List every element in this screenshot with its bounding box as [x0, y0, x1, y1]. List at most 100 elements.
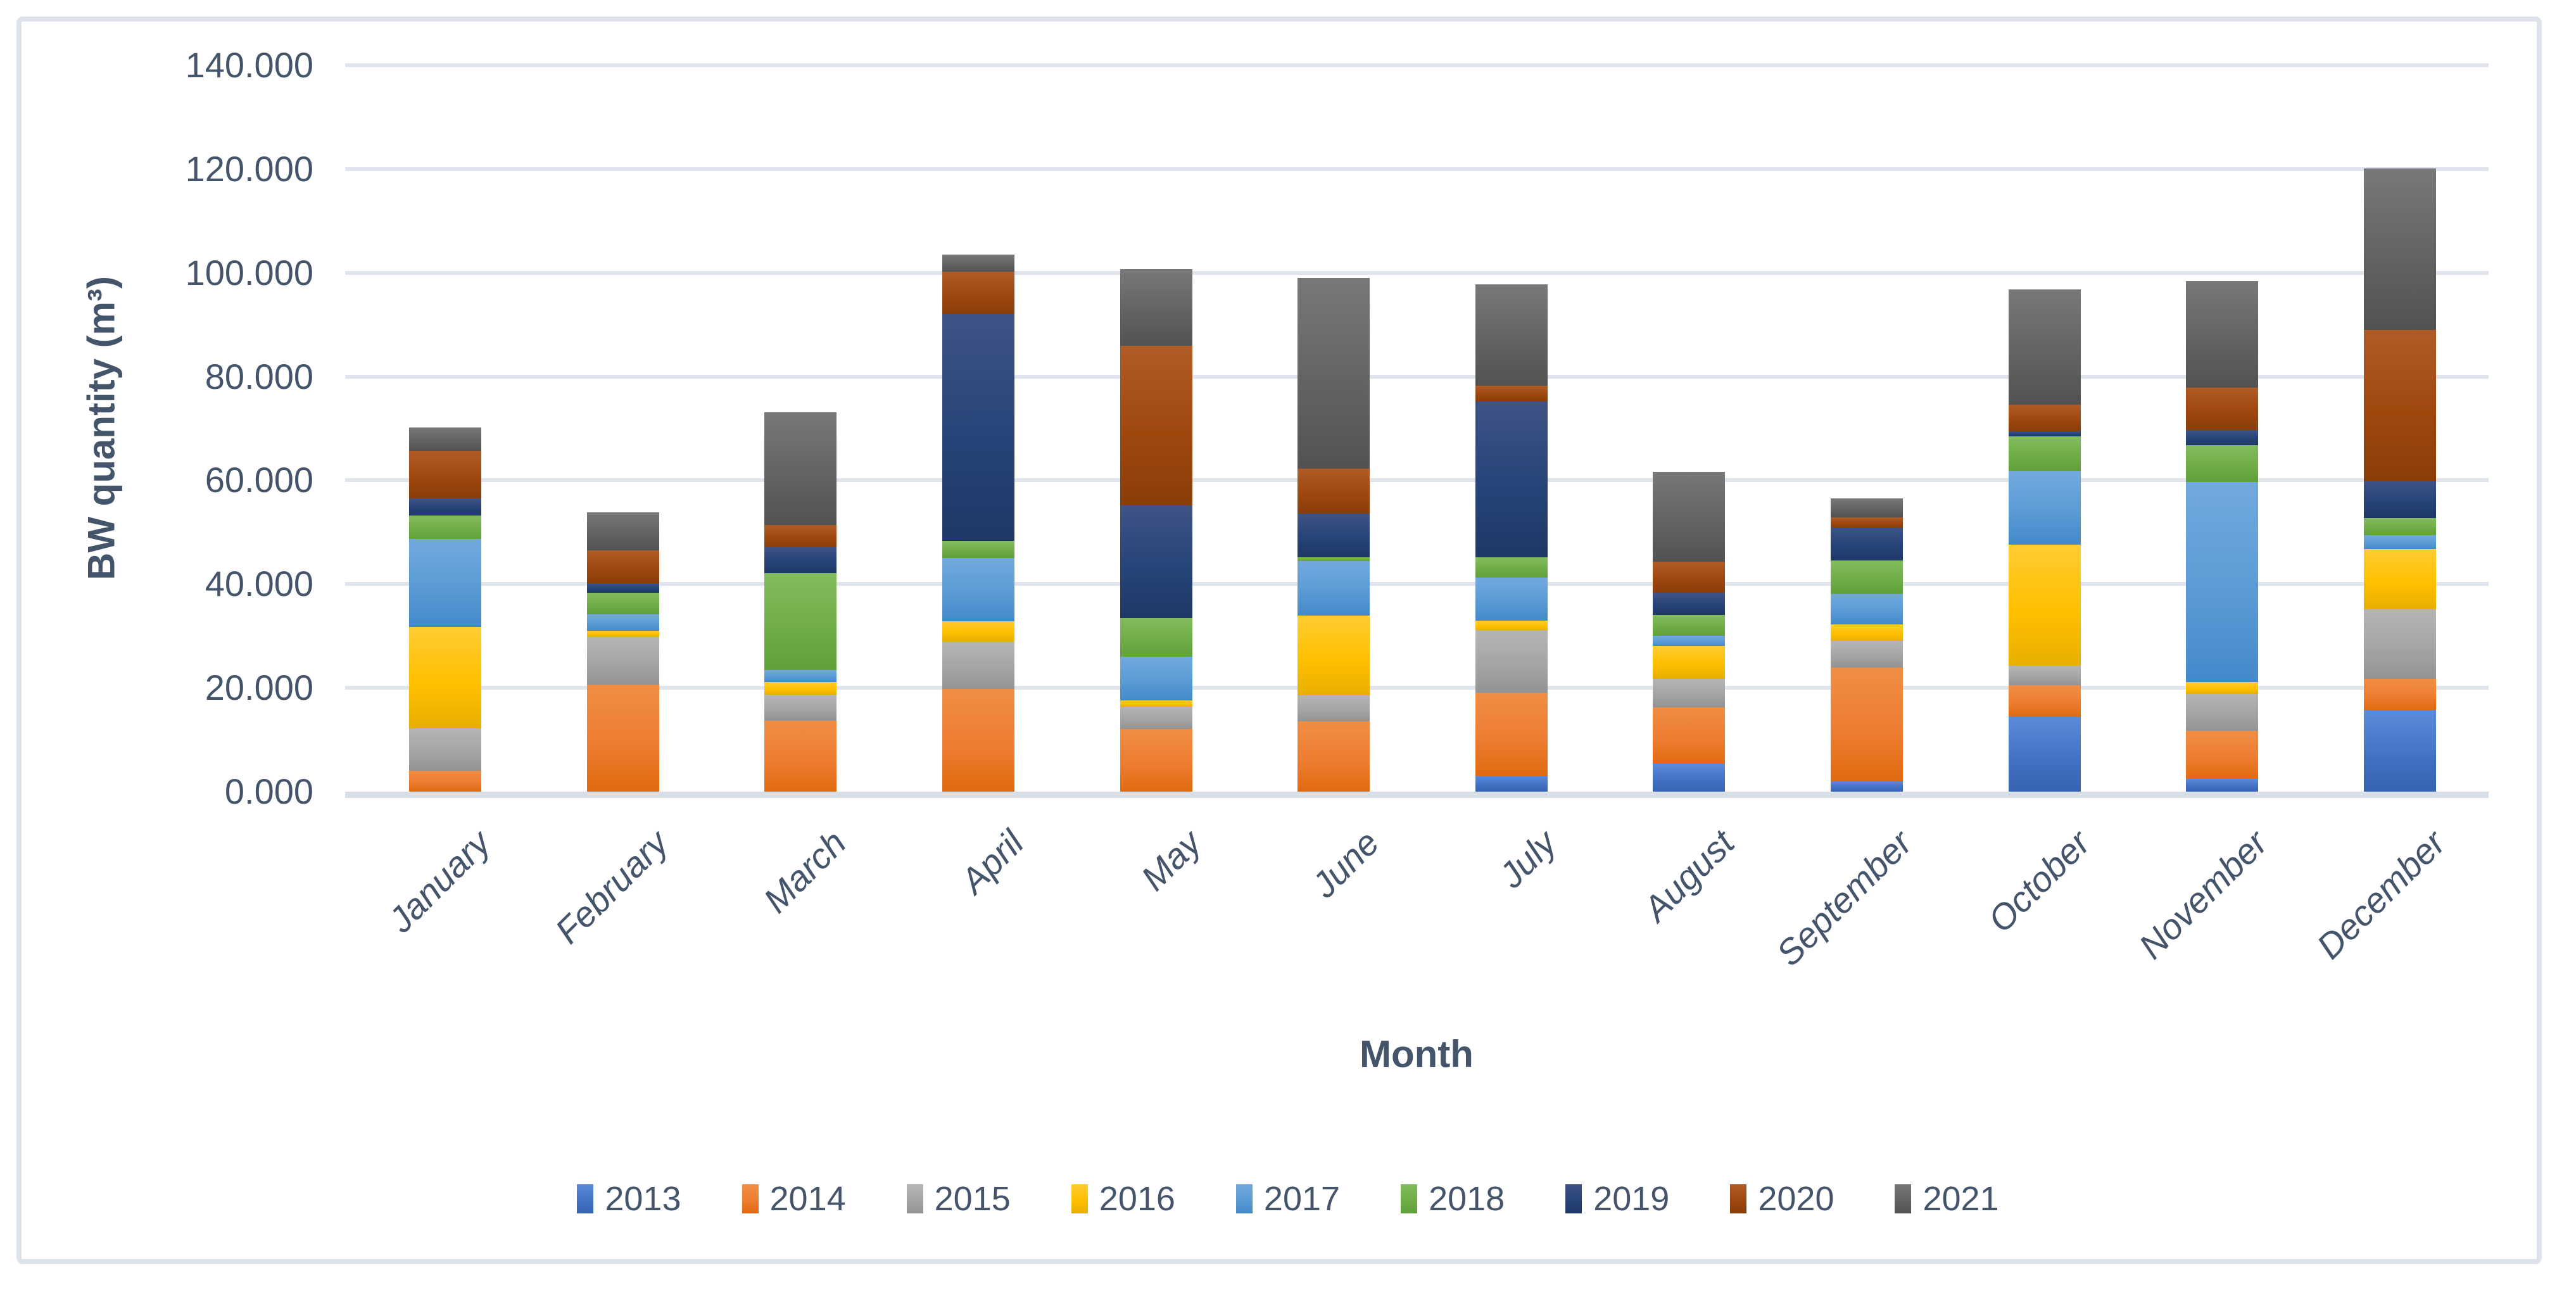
- y-axis-tick-label: 120.000: [185, 148, 313, 189]
- bar-segment-2013: [1475, 775, 1548, 792]
- bar-segment-2018: [1297, 557, 1370, 562]
- bar-segment-2019: [586, 583, 659, 593]
- bar-stack-april: [942, 255, 1014, 792]
- bar-segment-2020: [1831, 517, 1904, 528]
- bar-segment-2018: [1653, 614, 1726, 636]
- bar-segment-2019: [2186, 430, 2259, 445]
- bar-segment-2015: [2008, 665, 2081, 686]
- y-axis-tick-label: 0.000: [224, 771, 313, 811]
- y-axis-title: BW quantity (m³): [80, 276, 123, 580]
- bar-segment-2019: [1653, 593, 1726, 615]
- bar-segment-2018: [2186, 445, 2259, 482]
- gridline: [345, 63, 2489, 67]
- bar-segment-2017: [764, 670, 837, 683]
- gridline: [345, 686, 2489, 690]
- bar-segment-2015: [942, 642, 1014, 689]
- legend-swatch-2015: [906, 1184, 923, 1213]
- bar-segment-2020: [1297, 469, 1370, 514]
- gridline: [345, 582, 2489, 586]
- bar-segment-2016: [586, 631, 659, 637]
- bar-stack-february: [586, 512, 659, 792]
- bar-segment-2013: [1653, 763, 1726, 792]
- bar-segment-2019: [1120, 505, 1192, 619]
- legend-item-2015: 2015: [906, 1182, 1011, 1216]
- bar-segment-2018: [2364, 518, 2437, 536]
- bar-segment-2019: [2364, 481, 2437, 519]
- bar-segment-2021: [942, 255, 1014, 272]
- bar-segment-2018: [1831, 560, 1904, 594]
- bar-segment-2021: [1297, 277, 1370, 469]
- bar-segment-2019: [942, 313, 1014, 541]
- bar-segment-2015: [2364, 609, 2437, 680]
- bar-stack-october: [2008, 289, 2081, 792]
- bar-segment-2014: [2008, 685, 2081, 718]
- bar-segment-2013: [2364, 709, 2437, 792]
- y-axis-tick-label: 60.000: [205, 460, 313, 500]
- bar-segment-2018: [1120, 618, 1192, 657]
- bar-segment-2015: [2186, 694, 2259, 731]
- bar-segment-2016: [1475, 620, 1548, 631]
- bar-segment-2014: [1653, 707, 1726, 764]
- legend-label-2017: 2017: [1263, 1180, 1341, 1218]
- gridline: [345, 270, 2489, 275]
- bar-segment-2016: [764, 682, 837, 695]
- y-axis-tick-label: 140.000: [185, 45, 313, 85]
- legend-item-2021: 2021: [1895, 1180, 1999, 1218]
- legend-swatch-2017: [1235, 1184, 1253, 1213]
- legend-swatch-2020: [1730, 1184, 1747, 1213]
- bar-segment-2021: [586, 512, 659, 551]
- bar-segment-2015: [1831, 641, 1904, 668]
- legend-label-2016: 2016: [1099, 1180, 1175, 1218]
- bar-segment-2016: [1831, 624, 1904, 642]
- legend-item-2013: 2013: [577, 1182, 681, 1216]
- bar-segment-2021: [1475, 284, 1548, 386]
- bar-segment-2017: [2008, 471, 2081, 545]
- bar-segment-2016: [1297, 616, 1370, 695]
- legend-item-2018: 2018: [1401, 1182, 1505, 1216]
- bar-segment-2014: [2186, 731, 2259, 780]
- bar-segment-2020: [2186, 387, 2259, 431]
- bar-stack-august: [1653, 472, 1726, 792]
- bar-segment-2016: [409, 627, 481, 729]
- legend-label-2021: 2021: [1923, 1180, 1999, 1218]
- bar-segment-2016: [1120, 700, 1192, 707]
- bar-segment-2018: [1475, 557, 1548, 578]
- legend-label-2020: 2020: [1758, 1180, 1834, 1218]
- plot-area: [345, 63, 2489, 798]
- bar-segment-2019: [1475, 401, 1548, 557]
- legend-item-2016: 2016: [1071, 1182, 1175, 1216]
- bar-stack-december: [2364, 168, 2437, 792]
- bar-stack-september: [1831, 498, 1904, 792]
- bar-segment-2019: [2008, 431, 2081, 436]
- bar-segment-2019: [409, 498, 481, 516]
- bar-segment-2016: [942, 621, 1014, 642]
- bar-segment-2013: [2186, 779, 2259, 792]
- bar-segment-2013: [1831, 781, 1904, 792]
- bar-segment-2020: [409, 450, 481, 499]
- bar-segment-2020: [2364, 329, 2437, 482]
- bar-stack-january: [409, 427, 481, 792]
- gridline: [345, 478, 2489, 483]
- bar-segment-2015: [1297, 695, 1370, 722]
- legend-label-2014: 2014: [769, 1180, 846, 1218]
- legend-swatch-2013: [577, 1184, 594, 1213]
- bar-segment-2018: [586, 593, 659, 614]
- bar-segment-2017: [2364, 535, 2437, 550]
- bar-segment-2020: [586, 550, 659, 583]
- y-axis-tick-label: 80.000: [205, 356, 313, 396]
- legend-label-2019: 2019: [1593, 1180, 1670, 1218]
- bar-segment-2017: [1831, 593, 1904, 625]
- bar-segment-2014: [1297, 721, 1370, 792]
- legend-item-2017: 2017: [1235, 1180, 1341, 1218]
- bar-segment-2020: [1475, 385, 1548, 402]
- bar-segment-2021: [764, 412, 837, 525]
- bar-segment-2014: [1120, 728, 1192, 792]
- bar-segment-2014: [1831, 667, 1904, 781]
- bar-segment-2017: [1297, 561, 1370, 616]
- bar-segment-2016: [2186, 682, 2259, 694]
- bar-segment-2021: [409, 427, 481, 451]
- bar-segment-2020: [1120, 346, 1192, 505]
- bar-segment-2015: [764, 694, 837, 721]
- bar-segment-2014: [942, 688, 1014, 792]
- legend-item-2014: 2014: [742, 1182, 846, 1216]
